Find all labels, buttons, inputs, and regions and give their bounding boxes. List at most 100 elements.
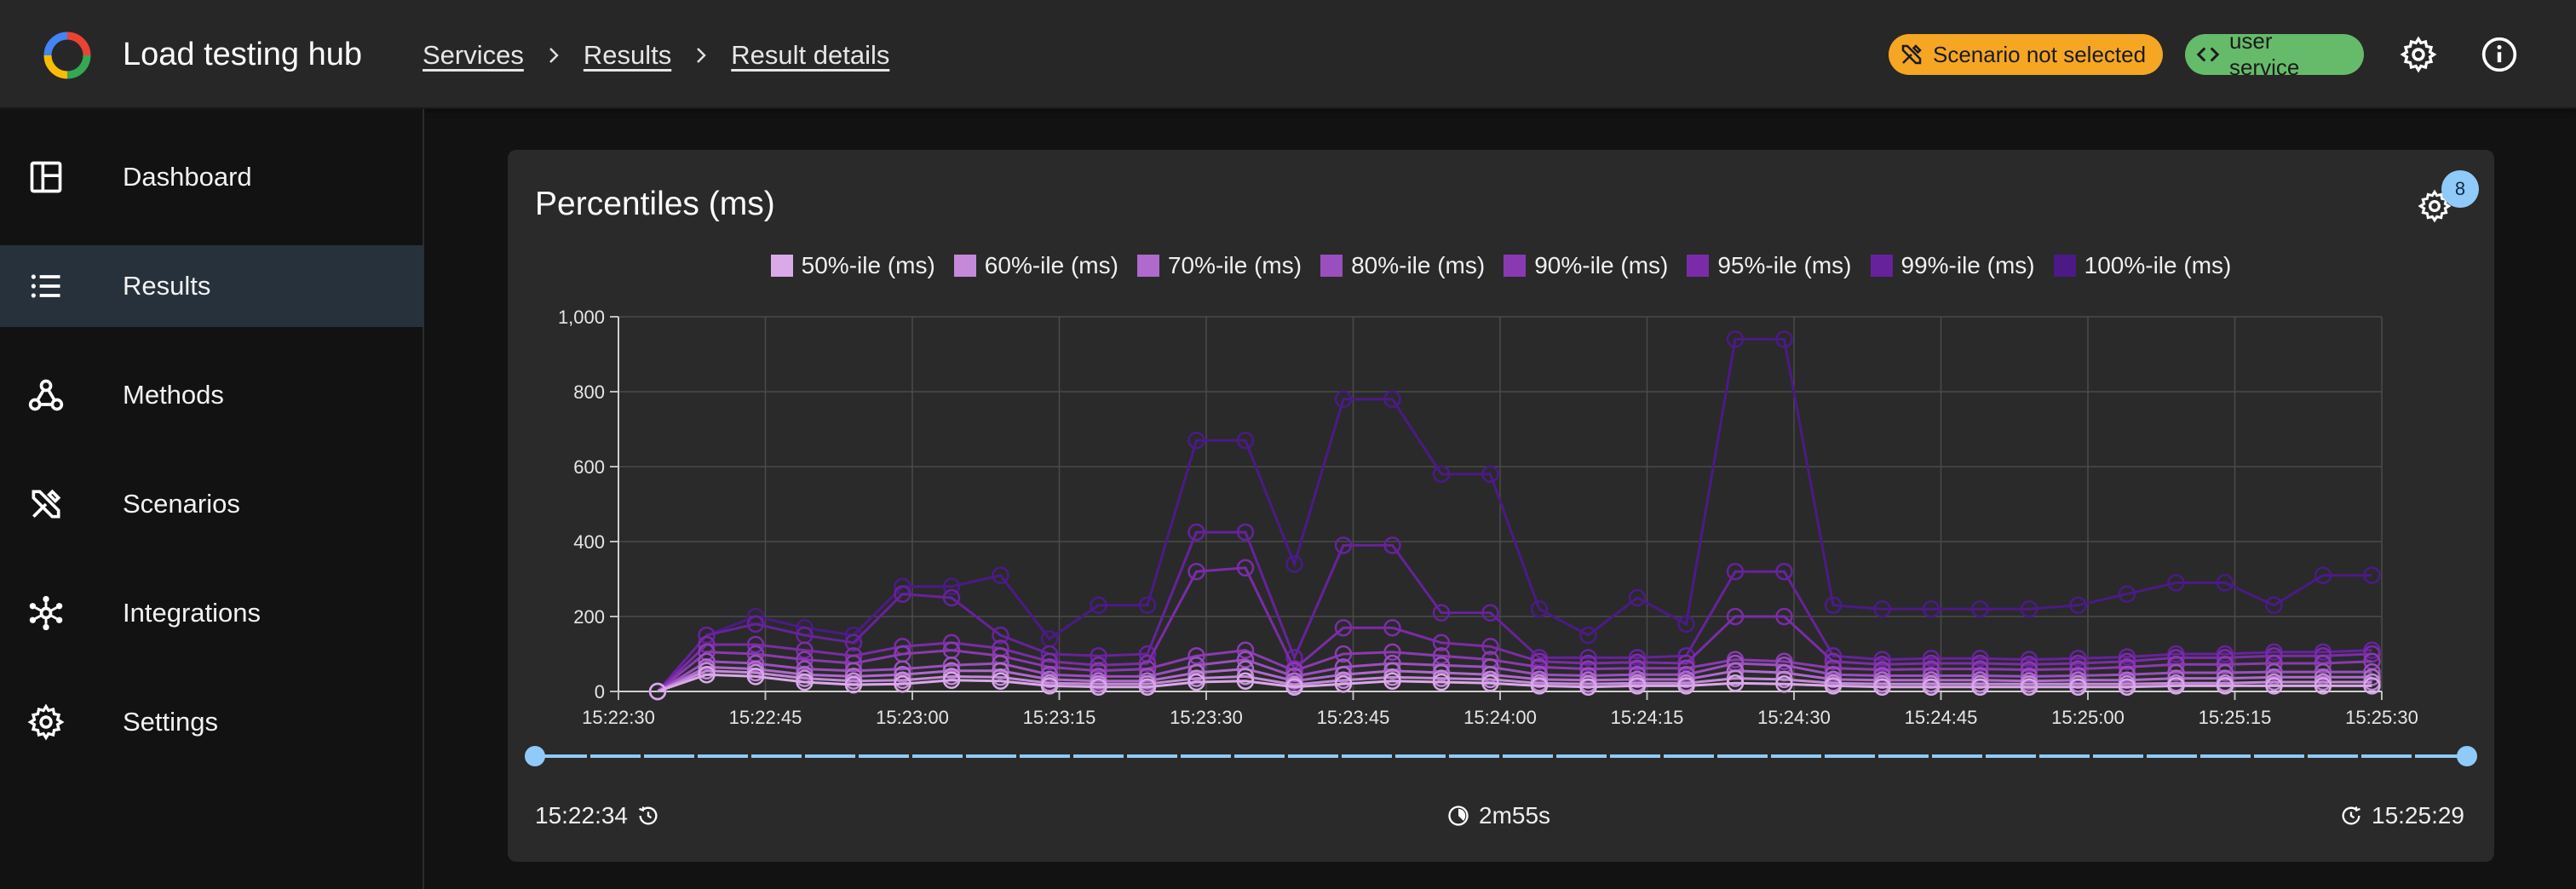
data-point	[2069, 650, 2087, 668]
legend-item[interactable]: 95%-ile (ms)	[1687, 252, 1852, 279]
data-point	[2314, 566, 2332, 584]
legend-item[interactable]: 60%-ile (ms)	[953, 252, 1118, 279]
breadcrumb-result-details[interactable]: Result details	[731, 40, 890, 70]
data-point	[1530, 677, 1549, 695]
breadcrumb-results[interactable]: Results	[583, 40, 672, 70]
legend-item[interactable]: 70%-ile (ms)	[1136, 252, 1302, 279]
data-point	[1236, 559, 1255, 577]
dashboard-icon	[26, 157, 66, 198]
data-point	[1726, 330, 1745, 348]
time-range-slider[interactable]	[525, 746, 2477, 766]
data-point	[1922, 599, 1941, 618]
slider-step-mark	[1446, 754, 1449, 758]
data-point	[1187, 663, 1205, 682]
data-point	[1677, 677, 1695, 695]
legend-item[interactable]: 90%-ile (ms)	[1504, 252, 1668, 279]
data-point	[1726, 674, 1745, 692]
tools-icon	[26, 484, 66, 525]
data-point	[992, 626, 1009, 645]
data-point	[942, 577, 961, 596]
data-point	[698, 626, 716, 645]
data-point	[796, 660, 814, 678]
end-time: 15:25:29	[2339, 802, 2464, 829]
data-point	[1775, 330, 1793, 348]
x-tick-label: 15:23:30	[1170, 707, 1243, 728]
slider-end-handle[interactable]	[2457, 746, 2477, 766]
sidebar-item-integrations[interactable]: Integrations	[0, 572, 424, 654]
data-point	[1187, 431, 1205, 450]
info-icon[interactable]	[2477, 32, 2521, 77]
data-point	[796, 673, 814, 691]
slider-start-handle[interactable]	[525, 746, 545, 766]
legend-swatch	[770, 255, 793, 277]
legend-item[interactable]: 50%-ile (ms)	[770, 252, 935, 279]
sidebar-item-scenarios[interactable]: Scenarios	[0, 463, 424, 545]
sidebar-item-label: Dashboard	[123, 162, 252, 192]
data-point	[1775, 607, 1793, 626]
data-point	[1090, 678, 1107, 696]
slider-step-mark	[1982, 754, 1986, 758]
app-logo-icon	[43, 31, 92, 80]
data-point	[2020, 678, 2038, 696]
data-point	[1579, 649, 1597, 667]
legend-label: 90%-ile (ms)	[1534, 252, 1669, 278]
data-point	[1971, 599, 1989, 618]
scenario-chip[interactable]: Scenario not selected	[1889, 34, 2163, 75]
legend-item[interactable]: 80%-ile (ms)	[1320, 252, 1485, 279]
chevron-right-icon	[524, 45, 584, 66]
sidebar-item-dashboard[interactable]: Dashboard	[0, 136, 424, 218]
data-point	[1040, 677, 1059, 695]
data-point	[698, 652, 716, 671]
data-point	[2167, 574, 2185, 592]
data-point	[698, 665, 716, 684]
x-tick-label: 15:24:15	[1611, 707, 1684, 728]
sidebar-item-methods[interactable]: Methods	[0, 354, 424, 436]
x-tick-label: 15:24:00	[1463, 707, 1537, 728]
data-point	[1040, 652, 1059, 671]
data-point	[2069, 654, 2087, 673]
slider-step-mark	[1607, 754, 1610, 758]
data-point	[1726, 562, 1745, 581]
data-point	[1922, 654, 1941, 673]
data-point	[1481, 604, 1499, 622]
legend-label: 100%-ile (ms)	[2084, 252, 2232, 278]
data-point	[1383, 536, 1401, 554]
scenario-chip-label: Scenario not selected	[1933, 41, 2147, 67]
sidebar-item-label: Methods	[123, 380, 224, 410]
data-point	[1334, 536, 1353, 554]
data-point	[1971, 650, 1989, 668]
legend-item[interactable]: 100%-ile (ms)	[2053, 252, 2232, 279]
data-point	[1383, 672, 1401, 690]
data-point	[746, 654, 765, 673]
data-point	[746, 615, 765, 634]
sidebar: Dashboard Results Methods Scenarios Inte…	[0, 109, 424, 889]
sidebar-item-results[interactable]: Results	[0, 245, 424, 327]
sidebar-item-settings[interactable]: Settings	[0, 681, 424, 763]
legend-label: 99%-ile (ms)	[1900, 252, 2035, 278]
percentiles-card: Percentiles (ms) 8 50%-ile (ms) 60%-ile (…	[508, 150, 2494, 862]
slider-step-mark	[963, 754, 966, 758]
y-tick-label: 600	[573, 456, 605, 478]
sidebar-item-label: Settings	[123, 707, 219, 737]
data-point	[796, 641, 814, 659]
data-point	[1775, 670, 1793, 689]
breadcrumb: Services Results Result details	[423, 34, 889, 77]
slider-step-mark	[802, 754, 805, 758]
data-point	[894, 665, 911, 684]
legend-swatch	[1504, 255, 1527, 277]
data-point	[2118, 648, 2136, 666]
breadcrumb-services[interactable]: Services	[423, 40, 524, 70]
data-point	[2363, 566, 2381, 584]
slider-step-mark	[641, 754, 644, 758]
x-tick-label: 15:22:30	[582, 707, 655, 728]
data-point	[1432, 663, 1451, 682]
data-point	[2069, 678, 2087, 696]
x-tick-label: 15:25:00	[2051, 707, 2125, 728]
data-point	[2314, 662, 2332, 681]
data-point	[1285, 649, 1303, 667]
legend-item[interactable]: 99%-ile (ms)	[1870, 252, 2035, 279]
settings-icon[interactable]	[2396, 32, 2441, 77]
service-chip[interactable]: user service	[2185, 28, 2364, 80]
data-point	[1579, 654, 1597, 673]
data-point	[1530, 599, 1549, 618]
